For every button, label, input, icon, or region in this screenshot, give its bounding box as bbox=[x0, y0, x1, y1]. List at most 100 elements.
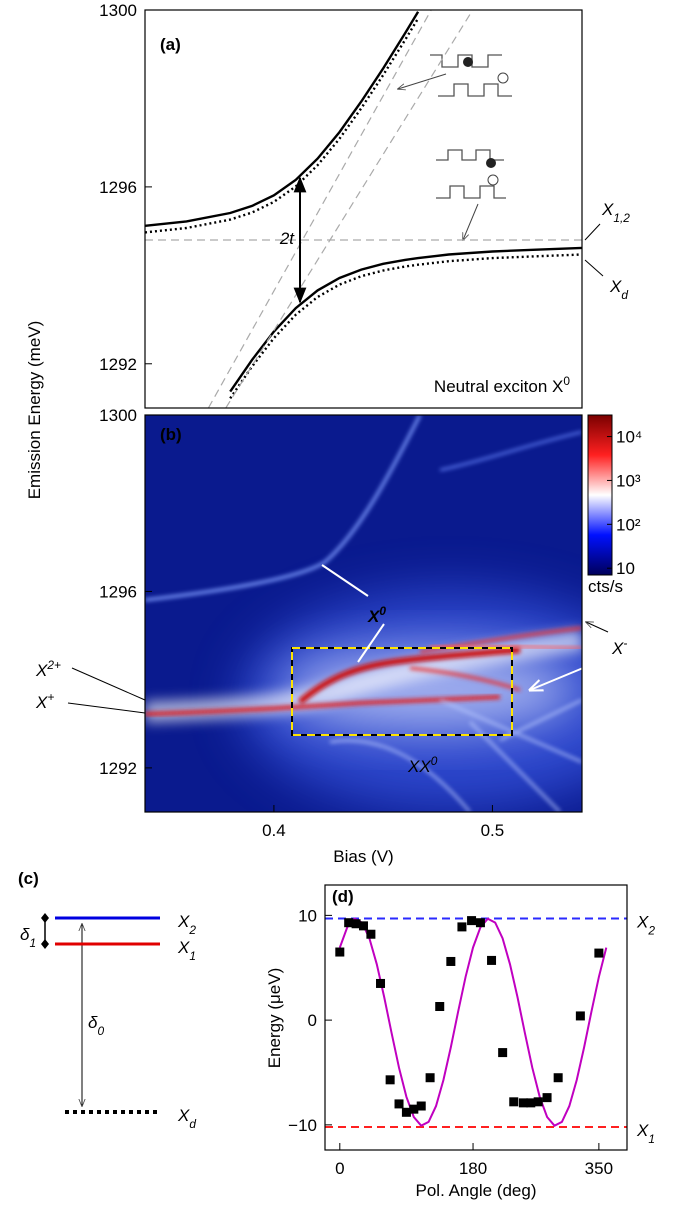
data-point bbox=[594, 948, 604, 958]
y-tick-label: 1292 bbox=[99, 759, 137, 778]
peak-label-base: X bbox=[367, 607, 381, 626]
data-point bbox=[498, 1048, 508, 1058]
plot-frame bbox=[144, 9, 583, 409]
data-point bbox=[475, 918, 485, 928]
data-point bbox=[446, 956, 456, 966]
data-point bbox=[376, 978, 386, 988]
splitting-label: 2t bbox=[279, 229, 295, 248]
peak-label-sup: 2+ bbox=[46, 658, 61, 672]
band-line bbox=[438, 83, 512, 97]
arrow bbox=[586, 622, 609, 633]
curve bbox=[145, 17, 420, 234]
arrow bbox=[530, 655, 613, 690]
hole bbox=[497, 72, 509, 84]
peak-label-sup: - bbox=[623, 636, 627, 650]
y-axis-label: Energy (μeV) bbox=[265, 968, 284, 1069]
y-tick-label: 1300 bbox=[99, 406, 137, 425]
panel-label: (b) bbox=[160, 425, 182, 444]
electron bbox=[463, 57, 473, 67]
heatmap-feature bbox=[145, 415, 422, 602]
band-icon bbox=[430, 54, 512, 199]
peak-label: X- bbox=[611, 636, 627, 658]
data-point bbox=[526, 1098, 536, 1108]
plot-frame bbox=[144, 414, 583, 813]
level-label-sub: d bbox=[621, 288, 628, 302]
level-label: X1 bbox=[177, 938, 196, 963]
peak-label: X0 bbox=[367, 604, 386, 626]
level-label-base: X bbox=[177, 938, 190, 957]
peak-label-sup: + bbox=[47, 690, 54, 704]
colorbar-label: cts/s bbox=[588, 577, 623, 596]
splitting-arrow-ends bbox=[41, 913, 49, 949]
panel-label: (d) bbox=[332, 887, 354, 906]
leader-line bbox=[71, 667, 146, 701]
splitting-label-base: δ bbox=[20, 925, 30, 944]
reference-label-base: X bbox=[636, 1121, 649, 1140]
highlight-box bbox=[291, 647, 513, 736]
heatmap bbox=[145, 415, 582, 812]
panel-title-sup: 0 bbox=[563, 374, 570, 388]
leader-line bbox=[584, 223, 601, 241]
peak-label-sup: 0 bbox=[379, 604, 386, 618]
level-label-base: X bbox=[601, 200, 614, 219]
colorbar bbox=[587, 414, 613, 576]
x-axis-label: Bias (V) bbox=[333, 847, 393, 866]
leader-line bbox=[321, 564, 369, 597]
level-label-sub: 1,2 bbox=[613, 211, 630, 225]
reference-label-sub: 2 bbox=[647, 924, 655, 938]
data-point bbox=[457, 922, 467, 932]
heatmap-feature bbox=[429, 644, 582, 650]
panel-title-base: Neutral exciton X bbox=[434, 377, 563, 396]
level-label-base: X bbox=[609, 277, 622, 296]
reference-label: X2 bbox=[636, 913, 655, 938]
y-tick-label: 1296 bbox=[99, 178, 137, 197]
panel-label: (a) bbox=[160, 35, 181, 54]
x-axis-label: Pol. Angle (deg) bbox=[416, 1181, 537, 1200]
y-tick-label: 10 bbox=[298, 906, 317, 925]
data-point bbox=[542, 1093, 552, 1103]
electron bbox=[486, 158, 496, 168]
data-point bbox=[401, 1107, 411, 1117]
level-label: Xd bbox=[177, 1106, 196, 1131]
peak-label-base: X bbox=[35, 693, 48, 712]
peak-label-sup: 0 bbox=[431, 754, 438, 768]
y-axis-label: Emission Energy (meV) bbox=[25, 321, 44, 500]
arrow bbox=[463, 203, 479, 240]
data-point bbox=[575, 1011, 585, 1021]
peak-label: XX0 bbox=[407, 754, 438, 776]
y-tick-label: 1296 bbox=[99, 582, 137, 601]
y-tick-label: 1292 bbox=[99, 355, 137, 374]
curve bbox=[207, 10, 432, 408]
x-tick-label: 0.5 bbox=[481, 821, 505, 840]
level-label-base: X bbox=[177, 1106, 190, 1125]
panel-title: Neutral exciton X0 bbox=[434, 374, 570, 396]
level-label: Xd bbox=[609, 277, 628, 302]
band-line bbox=[430, 54, 502, 68]
level-label: X1,2 bbox=[601, 200, 630, 225]
splitting-label-sub: 1 bbox=[29, 936, 36, 950]
band-line bbox=[436, 149, 504, 161]
y-tick-label: −10 bbox=[288, 1116, 317, 1135]
data-point bbox=[518, 1098, 528, 1108]
y-tick-label: 0 bbox=[308, 1011, 317, 1030]
level-label-sub: 2 bbox=[188, 923, 196, 937]
heatmap-feature bbox=[298, 647, 521, 705]
data-point bbox=[351, 919, 361, 929]
data-point bbox=[533, 1097, 543, 1107]
heatmap-feature bbox=[145, 695, 501, 716]
peak-label-base: X bbox=[611, 639, 624, 658]
splitting-label-sub: 0 bbox=[97, 1024, 104, 1038]
colorbar-tick-label: 10² bbox=[616, 515, 641, 534]
reference-label: X1 bbox=[636, 1121, 655, 1146]
peak-label-base: XX bbox=[407, 757, 431, 776]
heatmap-feature bbox=[439, 431, 582, 471]
band-line bbox=[436, 185, 506, 199]
data-point bbox=[358, 921, 368, 931]
colorbar-tick-label: 10 bbox=[616, 559, 635, 578]
level-label-base: X bbox=[177, 912, 190, 931]
data-point bbox=[425, 1073, 435, 1083]
level-label-sub: 1 bbox=[189, 949, 196, 963]
leader-line bbox=[584, 259, 604, 277]
